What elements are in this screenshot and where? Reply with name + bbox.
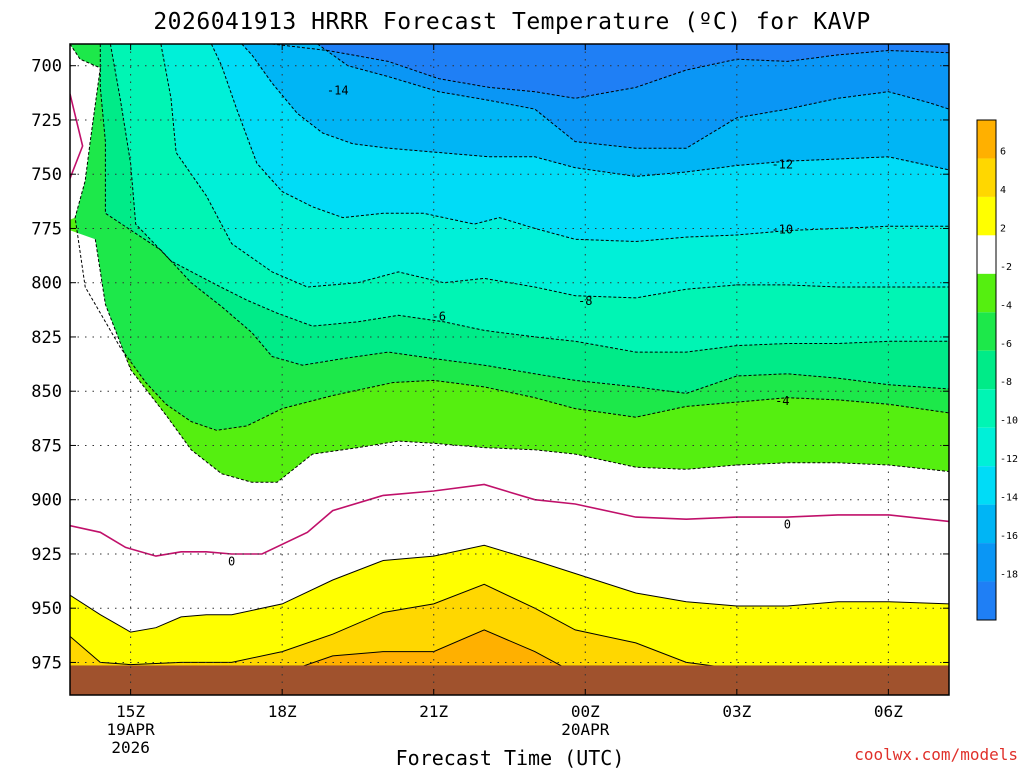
x-tick-label: 06Z: [874, 702, 903, 721]
isotherm-line-m8: [109, 44, 949, 353]
isotherm-label-text: -12: [771, 158, 793, 172]
isotherm-label-text: -4: [775, 394, 789, 408]
isotherm-label: 0: [228, 555, 235, 569]
isotherm-label-text: 0: [784, 518, 791, 532]
y-tick-label: 700: [31, 57, 62, 77]
isotherm-line-m6: [99, 44, 949, 394]
colorbar-label: -8: [1000, 377, 1012, 388]
isotherm-label: -8: [578, 294, 592, 308]
colorbar-label: -2: [1000, 262, 1012, 273]
y-tick-label: 750: [31, 165, 62, 185]
colorbar-label: -12: [1000, 454, 1018, 465]
colorbar-swatch: [977, 581, 996, 620]
colorbar-label: -10: [1000, 416, 1018, 427]
colorbar-swatch: [977, 504, 996, 544]
colorbar-frame: [976, 119, 997, 621]
credit-text: coolwx.com/models: [854, 745, 1018, 764]
y-tick-label: 775: [31, 219, 62, 239]
y-tick-label: 900: [31, 491, 62, 511]
y-axis: 700 725 750 775 800 825 850 875 900 925 950 975: [31, 57, 949, 673]
isotherm-line-p4: [70, 583, 737, 670]
colorbar-label: -6: [1000, 339, 1012, 350]
y-tick-label: 925: [31, 545, 62, 565]
isotherm-line-p2: [70, 544, 949, 633]
colorbar-label: -14: [1000, 493, 1018, 504]
chart-title: 2026041913 HRRR Forecast Temperature (ºC…: [153, 9, 870, 35]
x-tick-label: 21Z: [419, 702, 448, 721]
plot-area: -14 -12 -10 -8 -6 -4 0 0 700 725 750 775 800 825 850 87…: [31, 43, 950, 757]
colorbar-label: 6: [1000, 146, 1006, 157]
plot-frame: [69, 43, 950, 696]
y-tick-label: 725: [31, 111, 62, 131]
isotherm-label: -12: [771, 158, 793, 172]
colorbar-swatch: [977, 196, 996, 236]
isotherm-label-text: -8: [578, 294, 592, 308]
isotherm-line-m18: [272, 44, 949, 99]
x-tick-year: 2026: [111, 738, 150, 757]
colorbar-label: 2: [1000, 223, 1006, 234]
isotherm-label-text: -14: [327, 84, 349, 98]
ground-surface: [70, 665, 949, 695]
x-tick-date: 20APR: [561, 720, 610, 739]
y-tick-label: 850: [31, 382, 62, 402]
colorbar-swatch: [977, 466, 996, 505]
isotherm-line-m2: [94, 239, 949, 483]
isotherm-label-text: -10: [771, 223, 793, 237]
colorbar-swatch: [977, 312, 996, 351]
y-tick-label: 975: [31, 653, 62, 673]
isotherm-line-m4: [70, 44, 949, 431]
colorbar-label: -18: [1000, 570, 1018, 581]
y-tick-label: 800: [31, 274, 62, 294]
y-tick-label: 825: [31, 328, 62, 348]
x-axis-label: Forecast Time (UTC): [396, 746, 625, 768]
band-fill-corner: [70, 44, 101, 220]
colorbar-swatch: [977, 235, 996, 274]
isotherm-line-m16: [317, 44, 949, 149]
x-tick-label: 03Z: [722, 702, 751, 721]
colorbar-label: -16: [1000, 531, 1018, 542]
plot-fill-layer: [70, 44, 949, 695]
y-tick-label: 950: [31, 599, 62, 619]
x-tick-label: 15Z: [116, 702, 145, 721]
x-tick-label: 18Z: [268, 702, 297, 721]
y-tick-label: 875: [31, 436, 62, 456]
isotherm-line-p0-upper: [70, 93, 84, 179]
colorbar-swatch: [977, 427, 996, 467]
colorbar-swatch: [977, 389, 996, 428]
colorbar-swatch: [977, 350, 996, 390]
colorbar-label: -4: [1000, 300, 1012, 311]
colorbar: 6 4 2 -2 -4 -6 -8 -10 -12 -14 -16 -18: [976, 119, 1018, 621]
isotherm-label: -14: [327, 84, 349, 98]
x-tick-date: 19APR: [107, 720, 156, 739]
colorbar-swatch: [977, 273, 996, 313]
isotherm-label: 0: [784, 518, 791, 532]
isotherm-line-m12: [210, 44, 949, 243]
colorbar-swatch: [977, 120, 996, 159]
isotherm-line-m14: [241, 44, 949, 177]
colorbar-swatch: [977, 543, 996, 582]
colorbar-swatch: [977, 158, 996, 197]
isotherm-label-text: 0: [228, 555, 235, 569]
colorbar-label: 4: [1000, 185, 1006, 196]
isotherm-label: -10: [771, 223, 793, 237]
x-tick-label: 00Z: [571, 702, 600, 721]
isotherm-label: -6: [432, 309, 446, 323]
isotherm-label: -4: [775, 394, 789, 408]
isotherm-label-text: -6: [432, 309, 446, 323]
isotherm-line-m10: [160, 44, 949, 299]
